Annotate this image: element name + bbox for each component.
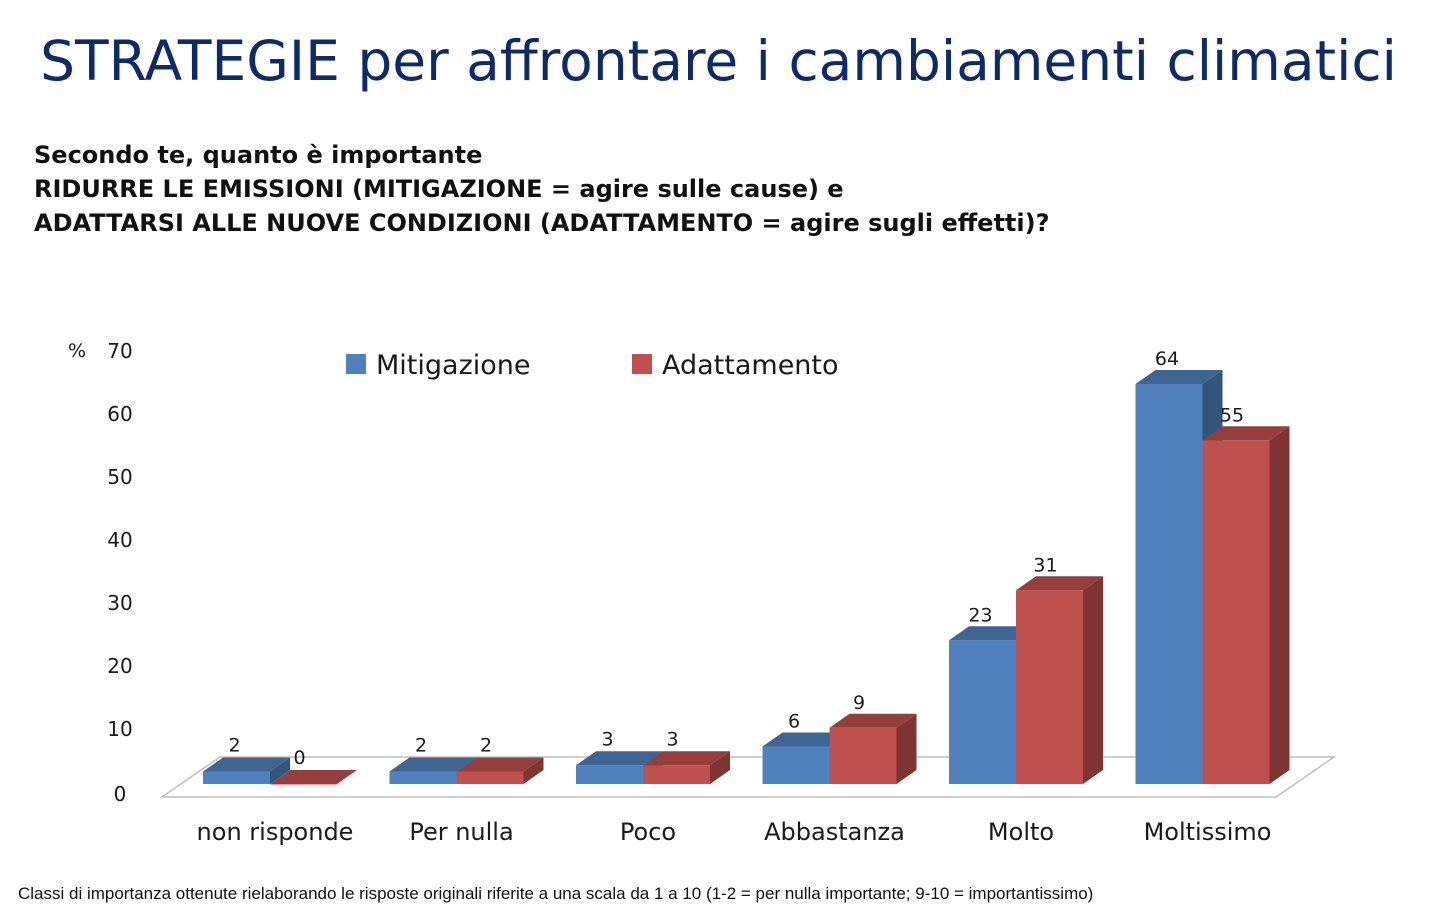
bar-mitigazione [389, 771, 457, 784]
data-label: 55 [1220, 404, 1244, 426]
x-tick-label: non risponde [197, 818, 354, 846]
bar-mitigazione-top [949, 626, 1036, 641]
y-tick-label: 50 [107, 465, 132, 489]
question-line-1: Secondo te, quanto è importante [34, 141, 483, 169]
bar-mitigazione [762, 746, 830, 784]
data-label: 31 [1033, 554, 1057, 576]
bar-mitigazione [949, 640, 1016, 784]
bar-adattamento-top [456, 757, 544, 772]
bar-adattamento [270, 784, 337, 785]
bar-adattamento [1016, 590, 1083, 784]
bar-adattamento-top [643, 751, 730, 766]
bar-adattamento-side [1083, 576, 1103, 784]
slide-title: STRATEGIE per affrontare i cambiamenti c… [40, 29, 1397, 93]
bar-mitigazione [1135, 384, 1203, 784]
bar-mitigazione-top [576, 751, 663, 766]
bar-adattamento [643, 765, 710, 784]
question-line-3: ADATTARSI ALLE NUOVE CONDIZIONI (ADATTAM… [34, 209, 1050, 237]
y-tick-label: 0 [114, 782, 127, 806]
y-tick-label: 20 [107, 654, 132, 678]
bar-adattamento-top [1202, 426, 1290, 441]
bar-mitigazione-top [1135, 370, 1223, 384]
y-tick-label: 60 [107, 402, 132, 426]
data-label: 3 [601, 728, 613, 750]
data-label: 9 [853, 692, 865, 714]
bar-adattamento-top [829, 713, 917, 728]
legend-swatch-adattamento [632, 354, 652, 374]
data-label: 3 [666, 728, 678, 750]
x-tick-label: Molto [988, 818, 1054, 846]
x-tick-label: Moltissimo [1144, 818, 1272, 846]
bar-mitigazione [576, 765, 643, 784]
bar-mitigazione-top [389, 757, 477, 772]
y-tick-label: 10 [107, 717, 132, 741]
bar-mitigazione-side [270, 757, 290, 784]
legend-label-mitigazione: Mitigazione [376, 350, 531, 381]
bar-adattamento-top [1016, 576, 1103, 591]
y-tick-label: 70 [107, 339, 132, 363]
bar-adattamento [456, 771, 524, 784]
data-label: 2 [228, 735, 240, 757]
data-label: 2 [480, 735, 492, 757]
legend-label-adattamento: Adattamento [662, 350, 839, 381]
data-label: 2 [415, 735, 427, 757]
x-tick-label: Poco [620, 818, 676, 846]
bar-adattamento-side [1269, 426, 1290, 784]
bar-mitigazione [203, 771, 270, 784]
bar-adattamento [829, 727, 897, 784]
footnote: Classi di importanza ottenute rielaboran… [18, 884, 1094, 903]
y-tick-label: 40 [107, 528, 132, 552]
legend-swatch-mitigazione [346, 354, 366, 374]
bar-adattamento-top [270, 770, 357, 784]
data-label: 64 [1155, 348, 1179, 370]
x-tick-label: Per nulla [409, 818, 513, 846]
data-label: 0 [293, 747, 305, 769]
bar-adattamento [1202, 440, 1270, 784]
bar-mitigazione-top [203, 757, 290, 772]
data-label: 23 [968, 604, 992, 626]
bar-adattamento-side [523, 757, 544, 784]
question-text: Secondo te, quanto è importante RIDURRE … [34, 138, 1050, 240]
bar-mitigazione-top [762, 732, 850, 747]
bar-adattamento-side [896, 713, 917, 784]
question-line-2: RIDURRE LE EMISSIONI (MITIGAZIONE = agir… [34, 175, 844, 203]
bar-adattamento-side [710, 751, 730, 784]
data-label: 6 [788, 711, 800, 733]
y-axis-unit-label: % [68, 340, 86, 362]
x-tick-label: Abbastanza [764, 818, 905, 846]
y-tick-label: 30 [107, 591, 132, 615]
